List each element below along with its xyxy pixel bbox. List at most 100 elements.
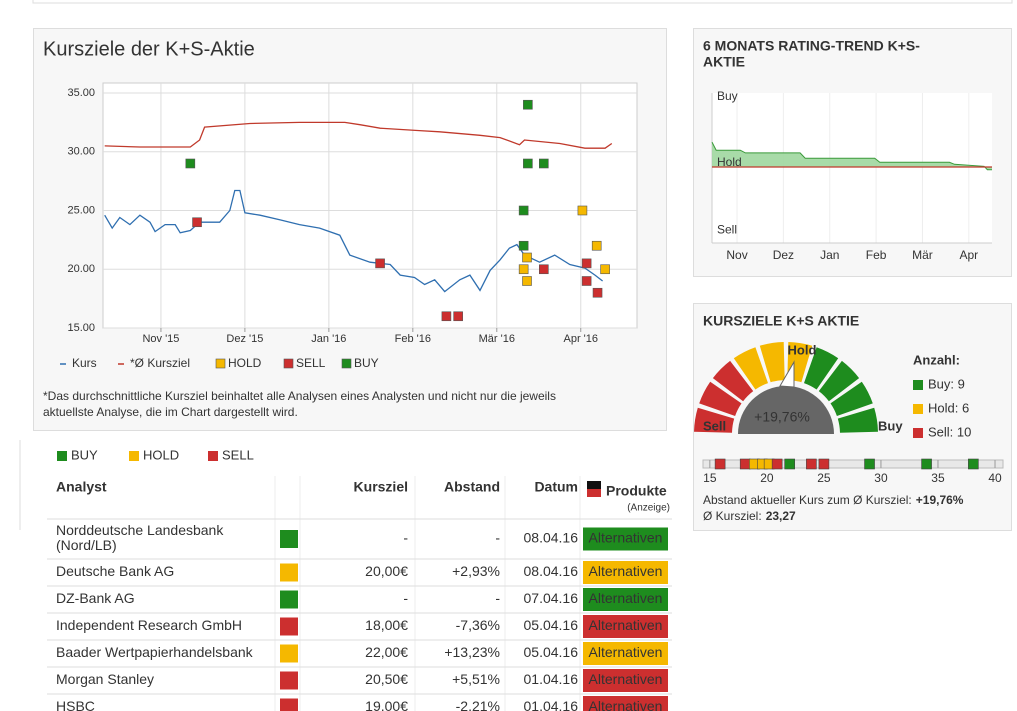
marker <box>518 264 529 275</box>
kursziel: - <box>403 530 408 546</box>
abstand: -7,36% <box>456 617 500 633</box>
marker <box>600 264 610 275</box>
abstand: -2,21% <box>456 698 500 711</box>
gauge-hub <box>738 386 834 434</box>
legend-label: HOLD <box>228 356 262 370</box>
line <box>104 121 613 149</box>
x-tick-label: Jan '16 <box>311 333 346 345</box>
marker <box>441 311 452 322</box>
product-button[interactable] <box>583 561 668 584</box>
note-value: 23,27 <box>766 509 796 523</box>
datum: 01.04.16 <box>524 671 579 687</box>
gauge-needle <box>779 360 795 388</box>
target-marker <box>771 458 783 470</box>
marker <box>577 205 588 216</box>
target-marker <box>818 458 830 470</box>
marker <box>185 158 196 169</box>
column-header: Kursziel <box>354 479 408 495</box>
line <box>711 141 992 171</box>
legend-swatch <box>57 451 67 461</box>
rating-square <box>280 530 298 548</box>
legend-label: BUY <box>71 447 98 462</box>
product-button[interactable] <box>583 669 668 692</box>
legend-swatch <box>129 451 139 461</box>
product-button[interactable] <box>583 696 668 711</box>
legend-swatch <box>341 358 352 369</box>
abstand: +5,51% <box>452 671 500 687</box>
product-button-label: Alternativen <box>589 671 663 687</box>
gauge-label: Hold <box>788 342 817 357</box>
x-tick-label: Mär <box>912 248 933 262</box>
rating-square <box>280 563 298 582</box>
legend-title: Anzahl: <box>913 352 960 367</box>
gauge-segment <box>837 407 878 433</box>
y-tick-label: Hold <box>717 155 742 169</box>
product-icon <box>587 481 601 489</box>
legend-label: Hold: 6 <box>928 400 969 415</box>
x-tick-label: Nov '15 <box>142 333 179 345</box>
abstand: - <box>495 590 500 606</box>
note-text: Abstand aktueller Kurs zum Ø Kursziel: <box>703 493 912 507</box>
marker <box>592 287 603 298</box>
datum: 07.04.16 <box>524 590 579 606</box>
panel-title: KURSZIELE K+S AKTIE <box>703 313 859 329</box>
x-tick-label: Apr '16 <box>563 333 598 345</box>
legend-label: SELL <box>222 447 254 462</box>
legend-label: BUY <box>354 356 379 370</box>
analyst: DZ-Bank AG <box>56 590 135 606</box>
marker <box>581 258 592 269</box>
table-panel <box>47 440 672 711</box>
analyst: (Nord/LB) <box>56 537 117 553</box>
x-tick-label: 30 <box>874 471 888 485</box>
kursziel: 19,00€ <box>365 698 408 711</box>
note: Ø Kursziel: 23,27 <box>703 509 796 523</box>
plot-area <box>712 93 992 243</box>
footnote: aktuellste Analyse, die im Chart dargest… <box>43 405 298 419</box>
x-tick-label: Feb <box>866 248 887 262</box>
panel-title: 6 MONATS RATING-TREND K+S- <box>703 38 920 54</box>
marker <box>523 99 533 110</box>
product-button[interactable] <box>583 642 668 665</box>
strip-track <box>702 459 1004 469</box>
gauge-value: +19,76% <box>754 409 810 425</box>
column-header: Produkte <box>606 483 667 499</box>
kursziel: 20,00€ <box>365 563 408 579</box>
product-button[interactable] <box>583 527 668 551</box>
marker <box>523 158 533 169</box>
product-button-label: Alternativen <box>589 644 663 660</box>
x-tick-label: 40 <box>988 471 1002 485</box>
x-tick-label: 35 <box>931 471 945 485</box>
product-button-label: Alternativen <box>589 617 663 633</box>
gauge-segment <box>733 347 768 390</box>
x-tick-label: Dez <box>773 248 794 262</box>
marker <box>518 205 529 216</box>
kursziel: 22,00€ <box>365 644 408 660</box>
product-button[interactable] <box>583 615 668 638</box>
target-marker <box>921 458 932 470</box>
y-tick-label: 20.00 <box>67 263 95 275</box>
x-tick-label: Jan <box>820 248 839 262</box>
line <box>104 189 603 293</box>
x-tick-label: Mär '16 <box>479 333 515 345</box>
y-tick-label: 15.00 <box>67 322 95 334</box>
product-button[interactable] <box>583 588 668 611</box>
gauge-segment <box>804 347 839 390</box>
abstand: +2,93% <box>452 563 500 579</box>
column-header: Abstand <box>444 479 500 495</box>
x-tick-label: Apr <box>959 248 978 262</box>
x-tick-label: 15 <box>703 471 717 485</box>
gauge-segment <box>830 381 873 416</box>
rating-square <box>280 617 298 636</box>
note-value: +19,76% <box>916 493 964 507</box>
marker <box>539 158 549 169</box>
datum: 05.04.16 <box>524 617 579 633</box>
y-tick-label: 25.00 <box>67 204 95 216</box>
gauge-segment <box>694 407 735 433</box>
column-header: Datum <box>534 479 578 495</box>
gauge-segment <box>759 342 785 383</box>
target-marker <box>968 458 979 470</box>
product-button-label: Alternativen <box>589 530 663 546</box>
x-tick-label: Feb '16 <box>395 333 431 345</box>
marker <box>453 311 463 322</box>
